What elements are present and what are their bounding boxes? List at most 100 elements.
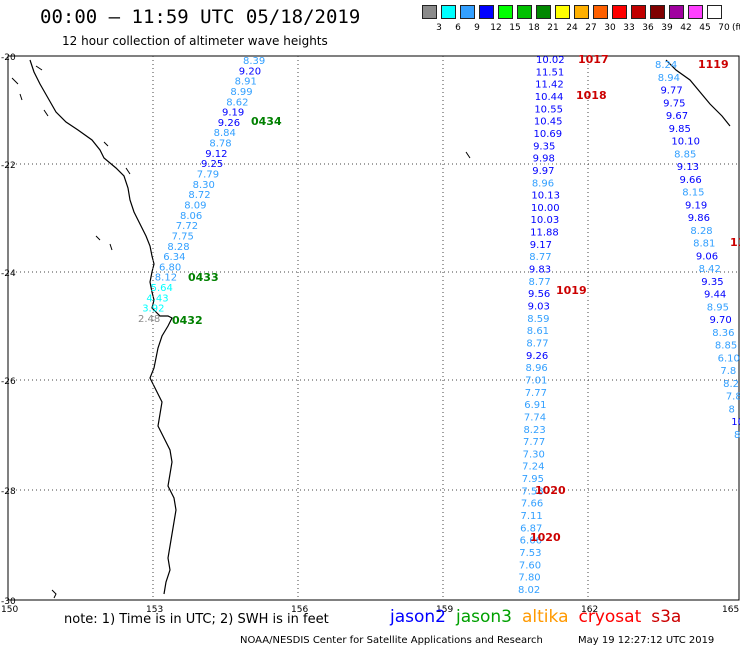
coastline — [11, 59, 731, 599]
legend-swatch — [593, 5, 608, 19]
wave-height-value: 10.00 — [531, 203, 560, 214]
wave-height-value: 10.02 — [536, 55, 565, 66]
graticule — [8, 56, 740, 600]
wave-height-value: 6.80 — [159, 262, 181, 273]
wave-height-value: 7.75 — [172, 231, 194, 242]
wave-height-value: 8.96 — [526, 363, 548, 374]
wave-height-value: 10.55 — [534, 104, 563, 115]
island-outline — [465, 151, 471, 159]
wave-height-value: 8.59 — [527, 314, 549, 325]
wave-height-value: 6.10 — [718, 353, 740, 364]
wave-height-value: 9.98 — [533, 154, 555, 165]
pass-time-label: 0434 — [251, 115, 282, 128]
legend-label: 70 — [718, 23, 730, 33]
wave-height-value: 9.85 — [669, 124, 691, 135]
island-outline — [35, 65, 43, 71]
legend-label: 3 — [436, 23, 442, 33]
wave-height-value: 8.96 — [532, 178, 554, 189]
latitude-label: -22 — [1, 161, 16, 171]
wave-height-value: 11.51 — [536, 67, 565, 78]
wave-height-value: 7.74 — [524, 412, 546, 423]
satellite-name: altika — [522, 607, 569, 627]
pass-time-label: 1020 — [535, 484, 566, 497]
legend-label: 45 — [699, 23, 711, 33]
wave-height-value: 9.77 — [660, 86, 682, 97]
satellite-name: s3a — [651, 607, 682, 627]
pass-time-label: 1020 — [530, 531, 561, 544]
wave-height-value: 9.67 — [666, 111, 688, 122]
legend-label: 36 — [642, 23, 654, 33]
legend-label: 18 — [528, 23, 540, 33]
legend-swatch — [612, 5, 627, 19]
map-border — [7, 55, 740, 601]
satellite-name: jason2 — [390, 607, 446, 627]
footnote: note: 1) Time is in UTC; 2) SWH is in fe… — [64, 612, 329, 627]
island-outline — [109, 243, 113, 251]
wave-height-value: 9.13 — [677, 162, 699, 173]
wave-height-value: 7.53 — [519, 548, 541, 559]
wave-height-value: 9.06 — [696, 251, 718, 262]
wave-height-value: 8.91 — [235, 77, 257, 88]
wave-height-value: 6.87 — [520, 523, 542, 534]
pass-time-label: 1018 — [576, 89, 607, 102]
longitude-label: 162 — [581, 605, 598, 615]
wave-height-value: 9.44 — [704, 290, 726, 301]
pass-time-label: 0432 — [172, 314, 203, 327]
wave-height-value: 9.86 — [688, 213, 710, 224]
wave-height-value: 8.85 — [715, 341, 737, 352]
island-outline — [43, 109, 49, 117]
wave-height-value: 8.62 — [226, 97, 248, 108]
island-outline — [11, 77, 19, 85]
wave-height-value: 8.95 — [707, 302, 729, 313]
lord-howe-island — [51, 589, 57, 599]
legend-swatch — [517, 5, 532, 19]
credit-line: NOAA/NESDIS Center for Satellite Applica… — [240, 635, 543, 646]
longitude-label: 150 — [1, 605, 18, 615]
wave-height-value: 8 — [729, 404, 735, 415]
wave-height-value: 7.79 — [197, 170, 219, 181]
wave-height-value: 10.44 — [535, 92, 564, 103]
wave-height-value: 8.72 — [188, 190, 210, 201]
wave-height-value: 11.42 — [535, 80, 564, 91]
wave-height-value: 8.99 — [230, 87, 252, 98]
legend-label: 24 — [566, 23, 578, 33]
pass-time-label: 0433 — [188, 271, 219, 284]
pass-time-label: 11 — [730, 236, 740, 249]
legend-swatch — [688, 5, 703, 19]
pass-time-label: 1119 — [698, 58, 729, 71]
wave-height-value: 9.75 — [663, 98, 685, 109]
longitude-label: 156 — [291, 605, 308, 615]
wave-height-value: 6.91 — [524, 400, 546, 411]
legend-label: 30 — [604, 23, 616, 33]
wave-height-value: 8.42 — [699, 264, 721, 275]
wave-height-value: 9.83 — [529, 265, 551, 276]
wave-height-value: 8.28 — [167, 242, 189, 253]
wave-height-value: 8.30 — [193, 180, 215, 191]
wave-height-value: 4.43 — [146, 293, 168, 304]
wave-height-value: 8.77 — [529, 252, 551, 263]
wave-height-value: 9.19 — [222, 108, 244, 119]
legend-label: 27 — [585, 23, 597, 33]
latitude-label: -20 — [1, 53, 16, 63]
wave-height-value: 8.06 — [180, 211, 202, 222]
island-outline — [125, 167, 131, 175]
wave-height-value: 9.35 — [533, 141, 555, 152]
wave-height-value: 9.17 — [530, 240, 552, 251]
legend-label: 42 — [680, 23, 692, 33]
wave-height-value: 3.92 — [142, 304, 164, 315]
wave-height-value: 7.24 — [522, 462, 544, 473]
legend-label: 9 — [474, 23, 480, 33]
legend-swatch — [631, 5, 646, 19]
legend-swatch — [479, 5, 494, 19]
wave-height-value: 7.72 — [176, 221, 198, 232]
legend-label: 39 — [661, 23, 673, 33]
wave-height-value: 7.30 — [523, 449, 545, 460]
legend-swatch — [498, 5, 513, 19]
legend-swatch — [536, 5, 551, 19]
wave-height-value: 8 — [734, 430, 740, 441]
wave-height-value: 6.34 — [163, 252, 185, 263]
legend-swatch — [441, 5, 456, 19]
wave-height-value: 8.85 — [674, 149, 696, 160]
